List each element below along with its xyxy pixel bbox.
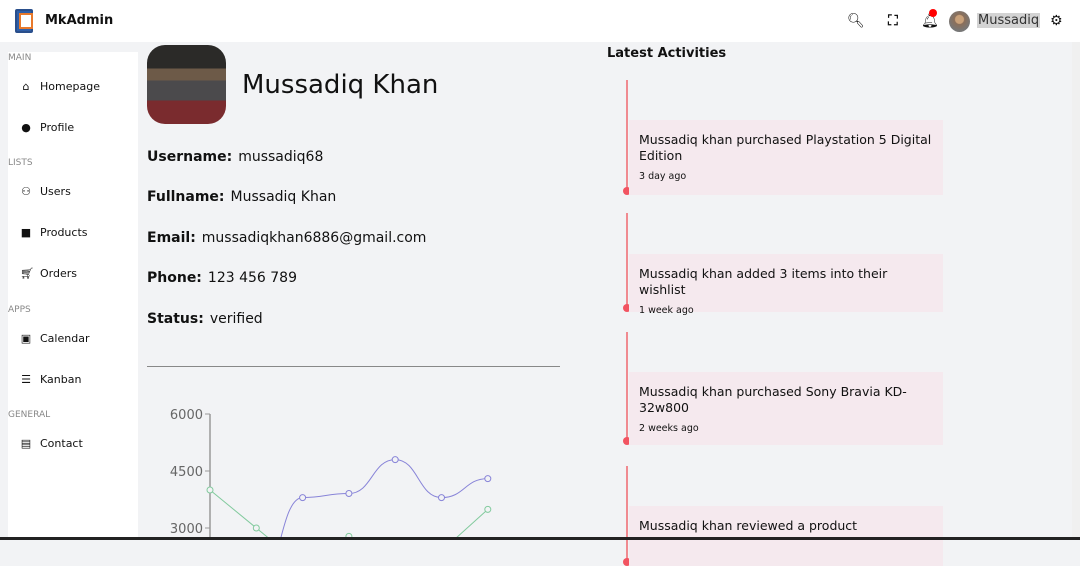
sidebar-item-label: Kanban: [40, 373, 82, 386]
sidebar-item-label: Homepage: [40, 80, 100, 93]
notification-badge: [929, 9, 937, 17]
data-point: [484, 505, 492, 513]
y-tick-label: 3000: [170, 522, 203, 537]
field-fullname: Fullname: Mussadiq Khan: [147, 189, 337, 205]
sidebar-item-products[interactable]: ■ Products: [20, 226, 88, 239]
avatar[interactable]: [949, 11, 970, 32]
section-main: MAIN: [8, 53, 32, 63]
y-tick-label: 4500: [170, 465, 203, 480]
timeline-dot: [623, 437, 631, 445]
sidebar-item-label: Profile: [40, 121, 75, 134]
timeline-line: [626, 332, 628, 441]
timeline-dot: [623, 304, 631, 312]
list-check-icon: ☰: [21, 373, 31, 386]
box-icon: ■: [20, 226, 32, 239]
activity-text: Mussadiq khan purchased Playstation 5 Di…: [639, 132, 932, 163]
sidebar-item-label: Orders: [40, 267, 77, 280]
activity-time: 3 day ago: [639, 171, 687, 182]
sidebar-item-users[interactable]: ⚇ Users: [20, 185, 71, 198]
sidebar-item-label: Products: [40, 226, 88, 239]
timeline-dot: [623, 187, 631, 195]
divider: [147, 366, 560, 367]
data-point: [206, 486, 214, 494]
activity-text: Mussadiq khan purchased Sony Bravia KD-3…: [639, 384, 907, 415]
line-chart: 6000 4500 3000: [170, 408, 492, 540]
activity-time: 2 weeks ago: [639, 423, 699, 434]
data-point: [299, 494, 307, 502]
sidebar-item-calendar[interactable]: ▣ Calendar: [20, 332, 90, 345]
sidebar-item-orders[interactable]: 🛒︎ Orders: [20, 267, 77, 280]
y-tick-label: 6000: [170, 408, 203, 423]
profile-name: Mussadiq Khan: [242, 70, 439, 100]
sidebar-item-label: Users: [40, 185, 71, 198]
expand-icon[interactable]: ⛶: [888, 13, 898, 29]
field-status: Status: verified: [147, 311, 263, 327]
data-point: [391, 456, 399, 464]
bottom-border: [0, 537, 1080, 540]
activities-title: Latest Activities: [607, 46, 727, 61]
timeline-line: [626, 213, 628, 308]
activity-item: Mussadiq khan added 3 items into their w…: [629, 254, 943, 316]
data-point: [252, 524, 260, 532]
series-line-1: [279, 459, 488, 540]
activity-item: Mussadiq khan reviewed a product: [629, 506, 943, 566]
cart-icon: 🛒︎: [20, 267, 34, 280]
section-lists: LISTS: [8, 158, 33, 168]
sidebar-item-profile[interactable]: ● Profile: [20, 121, 74, 134]
settings-icon[interactable]: ⚙︎: [1050, 13, 1063, 29]
timeline-line: [626, 80, 628, 191]
logo-icon: [15, 9, 33, 33]
calendar-icon: ▣: [20, 332, 32, 345]
data-point: [438, 494, 445, 502]
contact-icon: ▤: [20, 437, 32, 450]
activity-item: Mussadiq khan purchased Playstation 5 Di…: [629, 120, 943, 195]
sidebar-item-contact[interactable]: ▤ Contact: [20, 437, 83, 450]
sidebar-item-label: Calendar: [40, 332, 90, 345]
field-username: Username: mussadiq68: [147, 149, 324, 165]
sidebar-item-kanban[interactable]: ☰ Kanban: [20, 373, 81, 386]
activity-time: 1 week ago: [639, 305, 694, 316]
home-icon: ⌂: [22, 80, 30, 93]
scrollbar[interactable]: [1072, 42, 1080, 540]
activity-item: Mussadiq khan purchased Sony Bravia KD-3…: [629, 372, 943, 445]
data-point: [345, 489, 353, 497]
field-email: Email: mussadiqkhan6886@gmail.com: [147, 230, 427, 246]
field-phone: Phone: 123 456 789: [147, 270, 297, 286]
brand-name: MkAdmin: [45, 13, 114, 28]
user-icon: ●: [21, 121, 31, 134]
sidebar: [8, 52, 138, 540]
username-label[interactable]: Mussadiq: [977, 13, 1041, 28]
top-bar: MkAdmin 🔍︎ ⛶ 🔔︎ Mussadiq ⚙︎: [0, 0, 1080, 42]
sidebar-item-homepage[interactable]: ⌂ Homepage: [20, 80, 100, 93]
activity-text: Mussadiq khan reviewed a product: [639, 518, 858, 533]
search-icon[interactable]: 🔍︎: [847, 13, 865, 29]
activity-text: Mussadiq khan added 3 items into their w…: [639, 266, 888, 297]
sidebar-item-label: Contact: [40, 437, 83, 450]
timeline-line: [626, 466, 628, 562]
data-point: [484, 475, 492, 483]
bell-icon[interactable]: 🔔︎: [921, 13, 939, 29]
section-general: GENERAL: [8, 410, 51, 420]
users-icon: ⚇: [21, 185, 31, 198]
section-apps: APPS: [8, 305, 31, 315]
profile-photo: [147, 45, 226, 124]
